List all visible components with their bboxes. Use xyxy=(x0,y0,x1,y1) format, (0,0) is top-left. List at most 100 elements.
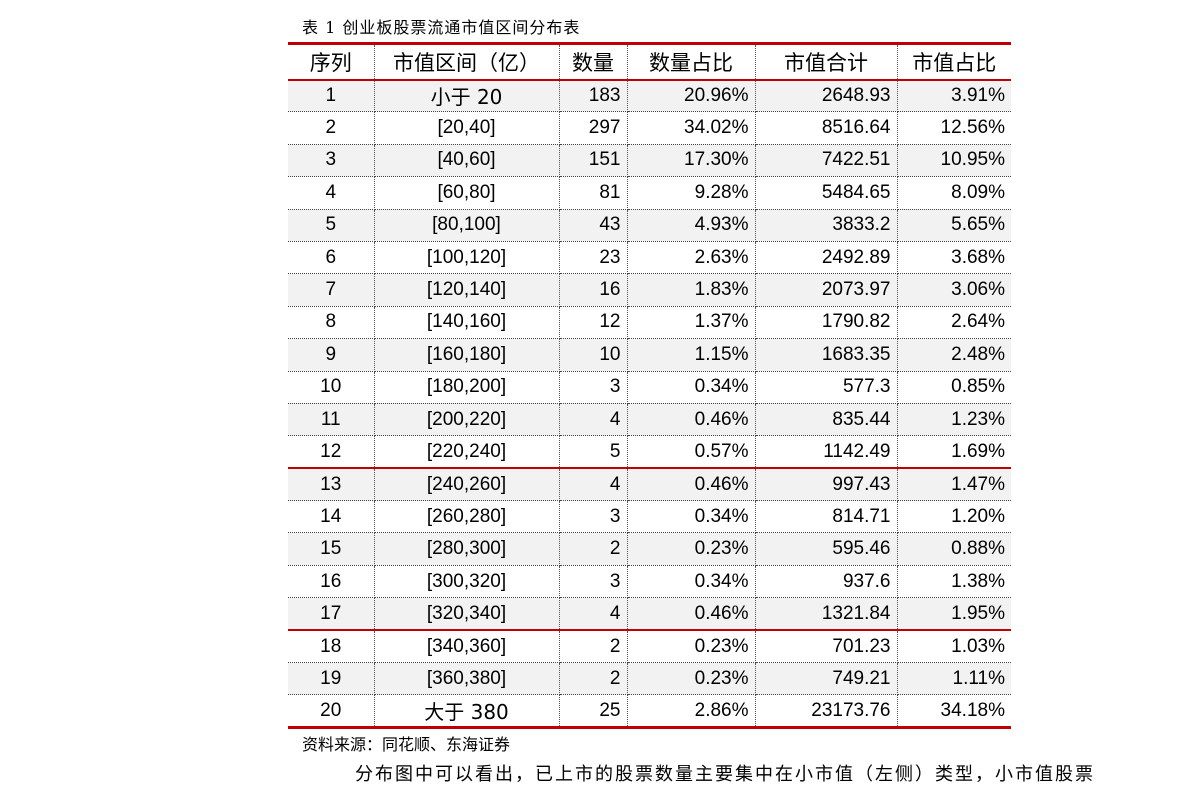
cell-cap-total: 814.71 xyxy=(754,500,898,534)
cell-cap-range: [280,300] xyxy=(373,532,560,566)
table-row: 18 [340,360] 2 0.23% 701.23 1.03% xyxy=(288,629,1011,664)
cell-index: 8 xyxy=(288,306,375,340)
table-row: 5 [80,100] 43 4.93% 3833.2 5.65% xyxy=(288,209,1011,242)
cell-count: 3 xyxy=(558,371,628,404)
cell-count-ratio: 4.93% xyxy=(626,209,756,242)
cell-index: 7 xyxy=(288,273,375,307)
cell-count-ratio: 0.46% xyxy=(626,467,756,502)
cell-index: 17 xyxy=(288,597,375,631)
table-row: 2 [20,40] 297 34.02% 8516.64 12.56% xyxy=(288,111,1011,145)
cell-cap-ratio: 3.68% xyxy=(896,241,1011,275)
cell-cap-range: [360,380] xyxy=(373,662,560,696)
cell-cap-ratio: 3.91% xyxy=(896,79,1011,113)
cell-cap-total: 1142.49 xyxy=(754,435,898,469)
cell-cap-total: 1321.84 xyxy=(754,597,898,631)
table-body: 1 小于 20 183 20.96% 2648.93 3.91% 2 [20,40] 297 34… xyxy=(288,79,1011,729)
cell-count: 43 xyxy=(558,209,628,242)
cell-index: 19 xyxy=(288,662,375,696)
cell-index: 9 xyxy=(288,338,375,372)
table-row: 6 [100,120] 23 2.63% 2492.89 3.68% xyxy=(288,241,1011,275)
cell-count: 10 xyxy=(558,338,628,372)
cell-index: 1 xyxy=(288,79,375,113)
cell-cap-ratio: 1.47% xyxy=(896,467,1011,502)
cell-count-ratio: 9.28% xyxy=(626,176,756,210)
cell-cap-total: 835.44 xyxy=(754,403,898,437)
cell-count: 297 xyxy=(558,111,628,145)
table-row: 13 [240,260] 4 0.46% 997.43 1.47% xyxy=(288,467,1011,502)
cell-index: 12 xyxy=(288,435,375,469)
cell-cap-ratio: 1.03% xyxy=(896,629,1011,664)
cell-cap-range: [80,100] xyxy=(373,209,560,242)
cell-cap-ratio: 2.64% xyxy=(896,306,1011,340)
table-row: 11 [200,220] 4 0.46% 835.44 1.23% xyxy=(288,403,1011,437)
cell-cap-total: 577.3 xyxy=(754,371,898,404)
cell-count: 4 xyxy=(558,403,628,437)
table-row: 1 小于 20 183 20.96% 2648.93 3.91% xyxy=(288,79,1011,113)
cell-count-ratio: 0.34% xyxy=(626,371,756,404)
cell-cap-total: 937.6 xyxy=(754,565,898,599)
table-row: 7 [120,140] 16 1.83% 2073.97 3.06% xyxy=(288,273,1011,307)
cell-cap-ratio: 1.23% xyxy=(896,403,1011,437)
cell-cap-range: [240,260] xyxy=(373,467,560,502)
cell-index: 10 xyxy=(288,371,375,404)
column-header-cap-ratio: 市值占比 xyxy=(896,42,1011,81)
cell-count-ratio: 1.15% xyxy=(626,338,756,372)
cell-cap-ratio: 1.95% xyxy=(896,597,1011,631)
cell-cap-ratio: 2.48% xyxy=(896,338,1011,372)
cell-count-ratio: 0.34% xyxy=(626,565,756,599)
cell-count-ratio: 0.46% xyxy=(626,403,756,437)
cell-count-ratio: 34.02% xyxy=(626,111,756,145)
cell-cap-ratio: 12.56% xyxy=(896,111,1011,145)
table-row: 4 [60,80] 81 9.28% 5484.65 8.09% xyxy=(288,176,1011,210)
cell-cap-range: [300,320] xyxy=(373,565,560,599)
cell-cap-range: [160,180] xyxy=(373,338,560,372)
cell-index: 20 xyxy=(288,694,375,729)
cell-cap-ratio: 10.95% xyxy=(896,144,1011,178)
column-header-cap-total: 市值合计 xyxy=(754,42,898,81)
table-row: 10 [180,200] 3 0.34% 577.3 0.85% xyxy=(288,371,1011,404)
cell-cap-total: 23173.76 xyxy=(754,694,898,729)
cell-count: 151 xyxy=(558,144,628,178)
cell-cap-range: [220,240] xyxy=(373,435,560,469)
table-row: 16 [300,320] 3 0.34% 937.6 1.38% xyxy=(288,565,1011,599)
cell-index: 4 xyxy=(288,176,375,210)
cell-cap-ratio: 5.65% xyxy=(896,209,1011,242)
column-header-count: 数量 xyxy=(558,42,628,81)
cell-index: 11 xyxy=(288,403,375,437)
cell-cap-range: [40,60] xyxy=(373,144,560,178)
cell-cap-total: 2492.89 xyxy=(754,241,898,275)
cell-count: 4 xyxy=(558,467,628,502)
cell-count: 2 xyxy=(558,662,628,696)
cell-cap-range: [340,360] xyxy=(373,629,560,664)
cell-cap-range: [320,340] xyxy=(373,597,560,631)
table-row: 20 大于 380 25 2.86% 23173.76 34.18% xyxy=(288,694,1011,729)
cell-count: 5 xyxy=(558,435,628,469)
cell-cap-total: 8516.64 xyxy=(754,111,898,145)
cell-index: 18 xyxy=(288,629,375,664)
cell-cap-total: 7422.51 xyxy=(754,144,898,178)
cell-cap-total: 1790.82 xyxy=(754,306,898,340)
cell-count-ratio: 0.23% xyxy=(626,532,756,566)
cell-cap-total: 595.46 xyxy=(754,532,898,566)
cell-index: 2 xyxy=(288,111,375,145)
market-cap-distribution-table: 序列 市值区间（亿） 数量 数量占比 市值合计 市值占比 1 小于 20 183 20… xyxy=(288,42,1011,729)
cell-count-ratio: 0.23% xyxy=(626,629,756,664)
cell-count-ratio: 0.57% xyxy=(626,435,756,469)
cell-count: 2 xyxy=(558,629,628,664)
cell-index: 6 xyxy=(288,241,375,275)
column-header-index: 序列 xyxy=(288,42,375,81)
cell-count: 4 xyxy=(558,597,628,631)
table-row: 17 [320,340] 4 0.46% 1321.84 1.95% xyxy=(288,597,1011,631)
cell-count-ratio: 0.23% xyxy=(626,662,756,696)
table-row: 8 [140,160] 12 1.37% 1790.82 2.64% xyxy=(288,306,1011,340)
cell-cap-ratio: 1.11% xyxy=(896,662,1011,696)
cell-cap-total: 2073.97 xyxy=(754,273,898,307)
cell-index: 14 xyxy=(288,500,375,534)
cell-count-ratio: 2.86% xyxy=(626,694,756,729)
cell-index: 16 xyxy=(288,565,375,599)
table-row: 3 [40,60] 151 17.30% 7422.51 10.95% xyxy=(288,144,1011,178)
cell-cap-ratio: 34.18% xyxy=(896,694,1011,729)
cell-count: 183 xyxy=(558,79,628,113)
cell-cap-total: 2648.93 xyxy=(754,79,898,113)
cell-index: 13 xyxy=(288,467,375,502)
